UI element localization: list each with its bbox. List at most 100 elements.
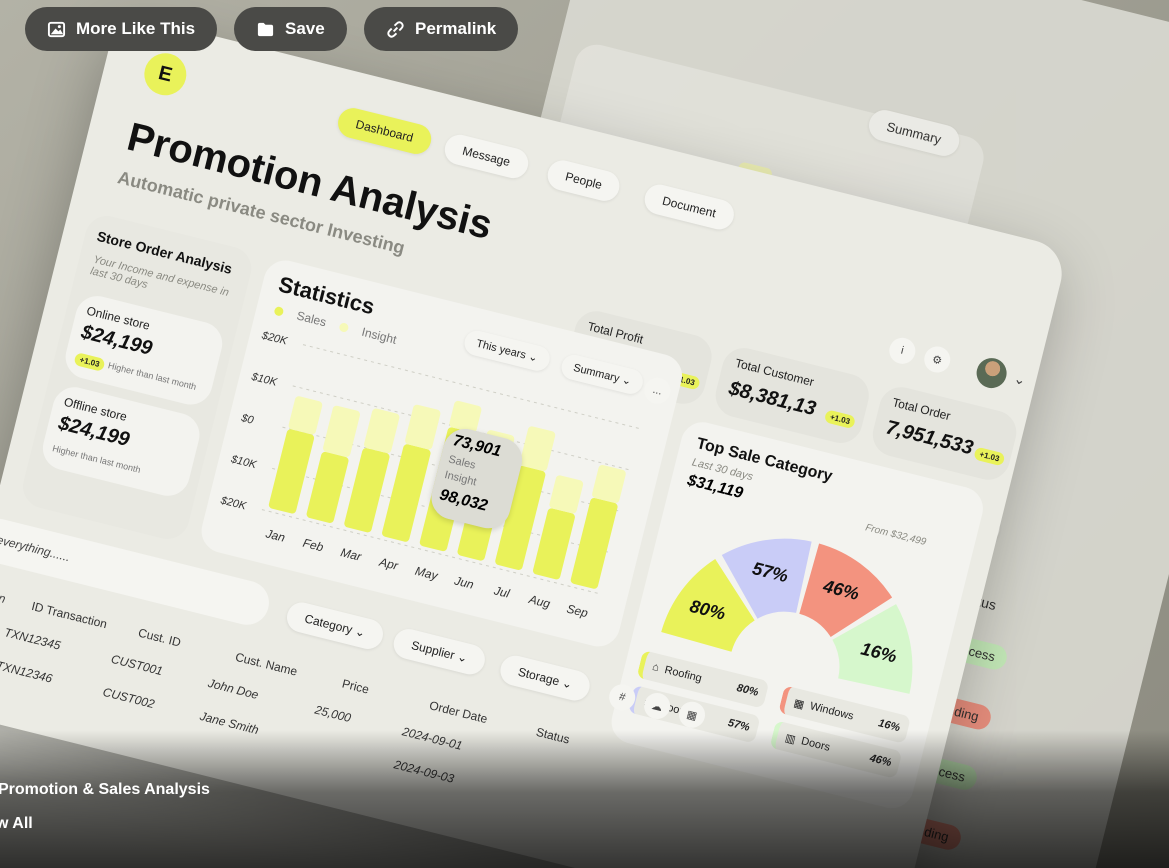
bar-sales-sep[interactable] [570, 497, 619, 590]
legend-value: 80% [735, 681, 760, 699]
online-store-badge: +1.03 [73, 352, 106, 372]
bar-sales-mar[interactable] [343, 447, 390, 533]
x-tick-label: Jan [263, 526, 286, 545]
y-tick-label: $10K [229, 453, 258, 471]
view-all-link[interactable]: w All [0, 815, 33, 832]
bar-sales-jul[interactable] [494, 465, 546, 571]
insight-legend-dot [338, 321, 350, 333]
y-tick-label: $10K [249, 371, 278, 389]
x-tick-label: Apr [377, 555, 400, 574]
collection-label: Collection [0, 579, 7, 606]
bar-insight-jan[interactable] [288, 395, 323, 435]
gridline [261, 509, 602, 595]
donut-slice-doors[interactable] [796, 543, 901, 649]
category-filter[interactable]: Category ⌄ [283, 599, 387, 653]
y-tick-label: $20K [260, 329, 289, 347]
nav-message[interactable]: Message [441, 131, 532, 182]
roof-icon: ⌂ [651, 660, 661, 675]
more-options-icon[interactable]: ... [641, 374, 674, 407]
bar-sales-aug[interactable] [532, 507, 576, 580]
bar-insight-sep[interactable] [591, 464, 626, 504]
legend-label: Windows [808, 700, 855, 723]
x-tick-label: Sep [565, 602, 589, 621]
tooltip-insight-label: Insight [443, 468, 478, 489]
x-tick-label: May [414, 564, 440, 583]
bar-sales-feb[interactable] [306, 451, 350, 524]
chevron-down-icon[interactable]: ⌄ [1012, 369, 1028, 389]
column-header: Price [340, 676, 371, 697]
category-filter-label: Category [303, 611, 354, 637]
gear-icon[interactable]: ⚙ [921, 343, 954, 376]
legend-label: Roofing [663, 663, 704, 685]
statistics-card: Statistics Sales Insight This years ⌄ Su… [196, 255, 687, 652]
table-cell: CUST001 [109, 651, 165, 679]
nav-document[interactable]: Document [641, 181, 737, 233]
more-like-this-button[interactable]: More Like This [25, 7, 218, 51]
legend-insight: Insight [360, 324, 398, 347]
column-header: Cust. Name [233, 649, 299, 679]
tooltip-insight-value: 98,032 [437, 486, 490, 515]
bar-insight-may[interactable] [449, 400, 483, 433]
summary-select[interactable]: Summary ⌄ [558, 352, 646, 397]
table-cell: TXN12345 [2, 625, 63, 653]
x-tick-label: Aug [527, 592, 552, 611]
storage-filter-label: Storage [516, 664, 561, 689]
info-icon[interactable]: i [886, 335, 919, 367]
period-select-label: This years [474, 337, 528, 362]
kpi-badge: +1.03 [973, 446, 1006, 467]
sales-legend-dot [273, 305, 285, 317]
kpi-value: 7,951,533 [883, 416, 976, 460]
legend-sales: Sales [295, 308, 328, 330]
x-tick-label: Mar [339, 545, 363, 564]
offline-store-note: Higher than last month [51, 443, 142, 475]
table-cell: John Doe [206, 676, 260, 703]
top-sale-donut-chart: 80%57%46%16% [661, 521, 930, 696]
donut-slice-windows[interactable] [824, 591, 930, 696]
gridline [302, 344, 643, 430]
top-sale-card: Top Sale Category Last 30 days $31,119 F… [606, 417, 988, 813]
permalink-button[interactable]: Permalink [364, 7, 519, 51]
online-store-note: Higher than last month [107, 360, 198, 392]
column-header: Cust. ID [136, 625, 183, 650]
avatar[interactable] [973, 354, 1010, 392]
bar-insight-mar[interactable] [363, 408, 400, 454]
y-tick-label: $0 [239, 412, 256, 427]
period-select[interactable]: This years ⌄ [461, 328, 553, 374]
folder-icon [257, 22, 274, 36]
supplier-filter-label: Supplier [409, 638, 457, 663]
donut-slice-roofing[interactable] [661, 551, 767, 656]
table-cell: 25,000 [313, 702, 353, 726]
x-tick-label: Feb [301, 536, 325, 555]
bar-insight-apr[interactable] [404, 404, 441, 450]
top-action-bar: More Like This Save Permalink [0, 0, 1169, 60]
storage-filter[interactable]: Storage ⌄ [497, 652, 594, 704]
x-tick-label: Jun [452, 573, 475, 592]
column-header: Order Date [427, 698, 489, 727]
bar-sales-apr[interactable] [381, 443, 431, 542]
kpi-badge: +1.03 [823, 409, 857, 430]
window-icon: ▦ [792, 696, 806, 711]
column-header: ID Transaction [30, 598, 109, 632]
save-button[interactable]: Save [234, 7, 347, 51]
image-icon [47, 21, 66, 37]
bar-insight-feb[interactable] [322, 405, 361, 458]
supplier-filter[interactable]: Supplier ⌄ [390, 625, 489, 678]
tooltip-sales-label: Sales [447, 453, 477, 472]
y-tick-label: $20K [218, 494, 247, 512]
donut-slice-flooring[interactable] [709, 521, 814, 627]
back-summary-filter[interactable]: Summary [865, 106, 963, 160]
bar-sales-jan[interactable] [268, 428, 315, 514]
more-like-this-label: More Like This [76, 19, 196, 38]
main-dashboard: E Dashboard Message People Document Prom… [0, 12, 1069, 868]
nav-people[interactable]: People [544, 157, 623, 205]
link-icon [387, 20, 404, 38]
caption-overlay [0, 730, 1169, 868]
x-tick-label: Jul [492, 583, 512, 601]
bar-insight-jul[interactable] [519, 426, 556, 472]
summary-select-label: Summary [572, 361, 621, 385]
bar-insight-aug[interactable] [549, 474, 584, 514]
caption-title: Promotion & Sales Analysis [0, 781, 210, 798]
nav-dashboard[interactable]: Dashboard [334, 104, 435, 158]
save-label: Save [285, 19, 325, 38]
